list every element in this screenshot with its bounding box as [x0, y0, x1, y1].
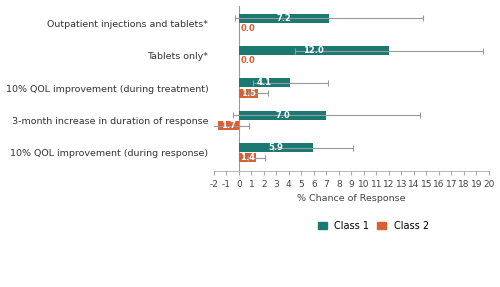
Legend: Class 1, Class 2: Class 1, Class 2	[314, 217, 432, 235]
Bar	[218, 121, 239, 130]
Bar	[239, 143, 312, 152]
Text: 7.2: 7.2	[276, 14, 291, 23]
Text: 5.9: 5.9	[268, 143, 283, 152]
Bar	[239, 153, 256, 162]
Bar	[239, 14, 329, 23]
Bar	[239, 89, 258, 98]
Text: 12.0: 12.0	[304, 46, 324, 55]
Bar	[239, 46, 389, 55]
Text: 7.0: 7.0	[275, 111, 290, 120]
Text: 1.7: 1.7	[221, 121, 236, 130]
Bar	[239, 111, 326, 120]
Text: 0.0: 0.0	[240, 24, 256, 33]
Text: 0.0: 0.0	[240, 56, 256, 65]
Text: 1.5: 1.5	[240, 89, 256, 98]
Text: 4.1: 4.1	[257, 78, 272, 87]
Text: 1.4: 1.4	[240, 154, 255, 162]
X-axis label: % Chance of Response: % Chance of Response	[297, 194, 406, 203]
Bar	[239, 78, 290, 88]
